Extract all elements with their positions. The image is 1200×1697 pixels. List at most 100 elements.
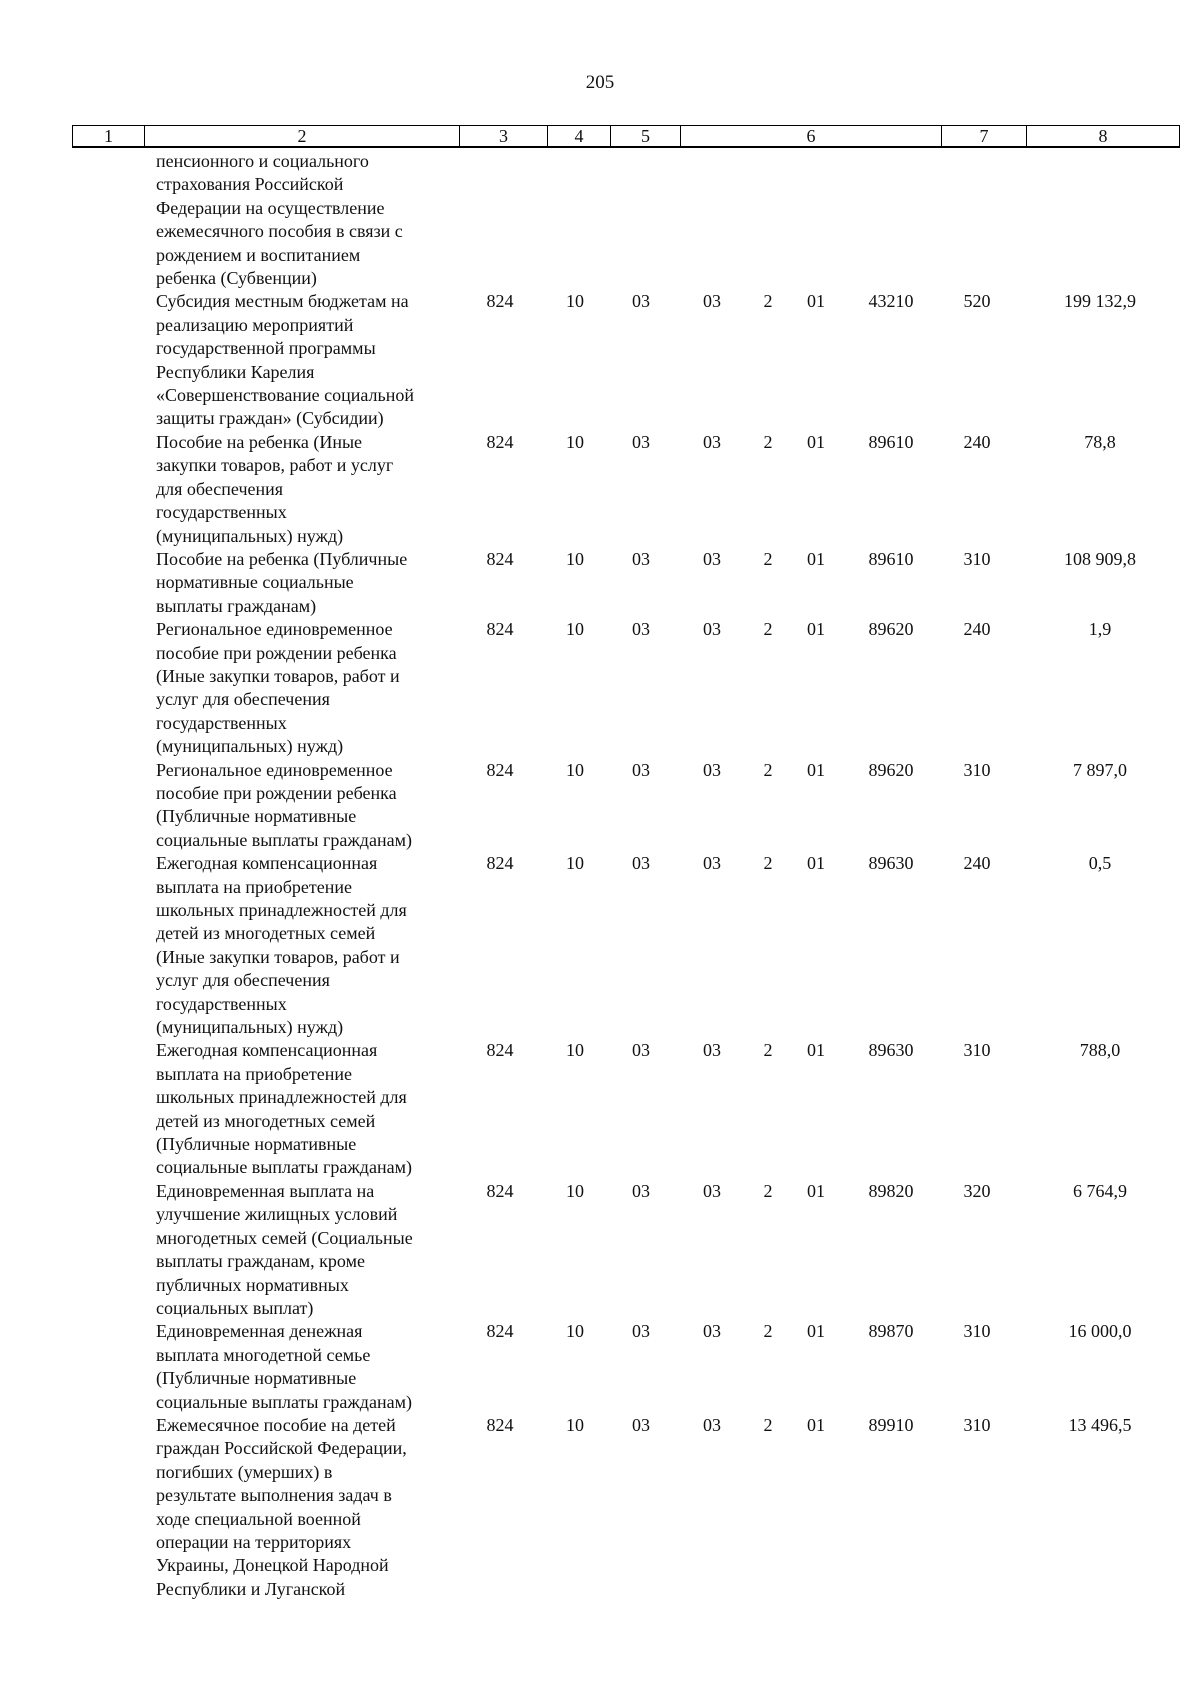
- program-code: 03: [703, 291, 721, 312]
- amount: 13 496,5: [1068, 1414, 1132, 1435]
- page-number: 205: [585, 72, 615, 93]
- description-line: (Иные закупки товаров, работ и: [156, 665, 400, 686]
- description-line: государственных: [156, 993, 287, 1014]
- amount: 0,5: [1088, 853, 1112, 874]
- description-line: ежемесячного пособия в связи с: [156, 221, 403, 242]
- program-code: 03: [703, 1321, 721, 1342]
- direction-code: 89610: [868, 431, 914, 452]
- main-activity-code: 01: [807, 759, 825, 780]
- admin-code: 824: [486, 291, 514, 312]
- description-line: (Публичные нормативные: [156, 1368, 357, 1389]
- header-col-1: 1: [72, 125, 145, 148]
- description-line: услуг для обеспечения: [156, 689, 330, 710]
- program-code: 03: [703, 431, 721, 452]
- table-row: Ежегодная компенсационная выплата на прио…: [0, 852, 1200, 1039]
- description-line: погибших (умерших) в: [156, 1461, 333, 1482]
- description-line: (Публичные нормативные: [156, 806, 357, 827]
- subprogram-code: 2: [763, 431, 773, 452]
- admin-code: 824: [486, 853, 514, 874]
- description-line: граждан Российской Федерации,: [156, 1438, 407, 1459]
- description-line: (муниципальных) нужд): [156, 1017, 344, 1038]
- description-line: Украины, Донецкой Народной: [156, 1555, 389, 1576]
- description-line: Пособие на ребенка (Публичные: [156, 548, 408, 569]
- table-row: Пособие на ребенка (Иные закупки товаров,…: [0, 431, 1200, 548]
- row-description: Пособие на ребенка (Публичные нормативные…: [156, 548, 456, 618]
- row-description: Ежегодная компенсационная выплата на прио…: [156, 1039, 456, 1179]
- description-line: Единовременная денежная: [156, 1321, 363, 1342]
- subsection-code: 03: [632, 1414, 650, 1435]
- amount: 199 132,9: [1064, 291, 1136, 312]
- section-code: 10: [566, 548, 584, 569]
- main-activity-code: 01: [807, 619, 825, 640]
- description-line: «Совершенствование социальной: [156, 385, 414, 406]
- description-line: Республики Карелия: [156, 361, 315, 382]
- header-col-2: 2: [144, 125, 460, 148]
- direction-code: 89870: [868, 1321, 914, 1342]
- description-line: выплата многодетной семье: [156, 1344, 371, 1365]
- description-line: выплаты гражданам, кроме: [156, 1251, 365, 1272]
- subsection-code: 03: [632, 619, 650, 640]
- subprogram-code: 2: [763, 1040, 773, 1061]
- amount: 78,8: [1084, 431, 1116, 452]
- subsection-code: 03: [632, 853, 650, 874]
- description-line: ребенка (Субвенции): [156, 268, 317, 289]
- subsection-code: 03: [632, 291, 650, 312]
- direction-code: 89610: [868, 548, 914, 569]
- expense-type-code: 240: [963, 853, 991, 874]
- description-line: Субсидия местным бюджетам на: [156, 291, 409, 312]
- amount: 6 764,9: [1073, 1180, 1127, 1201]
- description-line: ходе специальной военной: [156, 1508, 361, 1529]
- expense-type-code: 320: [963, 1180, 991, 1201]
- program-code: 03: [703, 759, 721, 780]
- description-line: реализацию мероприятий: [156, 314, 354, 335]
- description-line: многодетных семей (Социальные: [156, 1227, 413, 1248]
- description-line: страхования Российской: [156, 174, 344, 195]
- header-col-6: 6: [680, 125, 942, 148]
- program-code: 03: [703, 619, 721, 640]
- row-description: Единовременная выплата на улучшение жилищ…: [156, 1180, 456, 1320]
- row-description: Пособие на ребенка (Иные закупки товаров,…: [156, 431, 456, 548]
- description-line: Региональное единовременное: [156, 619, 393, 640]
- description-line: Единовременная выплата на: [156, 1180, 375, 1201]
- amount: 1,9: [1088, 619, 1112, 640]
- admin-code: 824: [486, 431, 514, 452]
- description-line: детей из многодетных семей: [156, 1110, 376, 1131]
- expense-type-code: 240: [963, 431, 991, 452]
- admin-code: 824: [486, 548, 514, 569]
- main-activity-code: 01: [807, 1321, 825, 1342]
- subprogram-code: 2: [763, 1321, 773, 1342]
- table-row: пенсионного и социального страхования Рос…: [0, 150, 1200, 290]
- description-line: улучшение жилищных условий: [156, 1204, 398, 1225]
- description-line: социальные выплаты гражданам): [156, 1157, 412, 1178]
- subsection-code: 03: [632, 548, 650, 569]
- description-line: выплаты гражданам): [156, 595, 317, 616]
- section-code: 10: [566, 619, 584, 640]
- direction-code: 89910: [868, 1414, 914, 1435]
- table-row: Ежегодная компенсационная выплата на прио…: [0, 1039, 1200, 1179]
- admin-code: 824: [486, 1321, 514, 1342]
- header-col-8: 8: [1026, 125, 1180, 148]
- description-line: рождением и воспитанием: [156, 244, 361, 265]
- expense-type-code: 520: [963, 291, 991, 312]
- description-line: социальные выплаты гражданам): [156, 1391, 412, 1412]
- table-row: Единовременная денежная выплата многодетн…: [0, 1320, 1200, 1414]
- main-activity-code: 01: [807, 853, 825, 874]
- row-description: Единовременная денежная выплата многодетн…: [156, 1320, 456, 1414]
- description-line: Федерации на осуществление: [156, 197, 385, 218]
- description-line: Ежемесячное пособие на детей: [156, 1414, 396, 1435]
- section-code: 10: [566, 1040, 584, 1061]
- direction-code: 89630: [868, 853, 914, 874]
- description-line: государственных: [156, 502, 287, 523]
- description-line: (муниципальных) нужд): [156, 525, 344, 546]
- amount: 108 909,8: [1064, 548, 1136, 569]
- subprogram-code: 2: [763, 1180, 773, 1201]
- direction-code: 89620: [868, 619, 914, 640]
- program-code: 03: [703, 548, 721, 569]
- admin-code: 824: [486, 1180, 514, 1201]
- subprogram-code: 2: [763, 1414, 773, 1435]
- section-code: 10: [566, 291, 584, 312]
- program-code: 03: [703, 1414, 721, 1435]
- description-line: социальные выплаты гражданам): [156, 829, 412, 850]
- admin-code: 824: [486, 759, 514, 780]
- expense-type-code: 310: [963, 1414, 991, 1435]
